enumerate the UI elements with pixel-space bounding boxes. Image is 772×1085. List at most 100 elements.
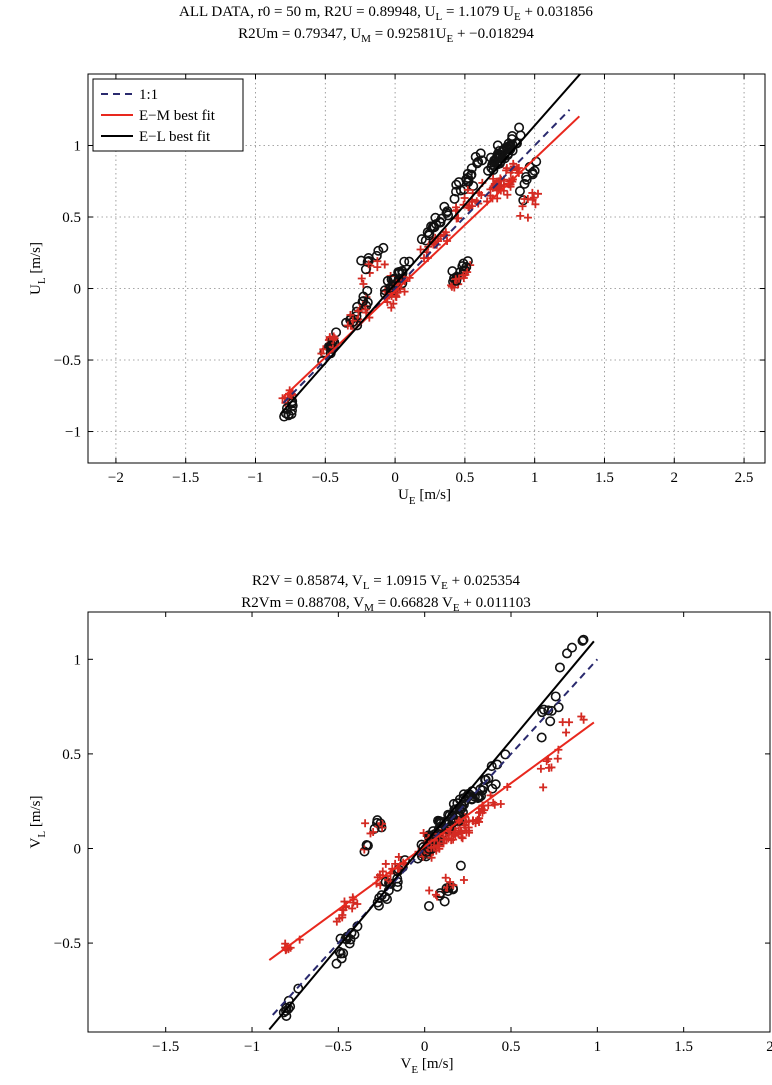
em-data-point	[547, 763, 556, 772]
el-data-point	[453, 815, 464, 826]
el-data-point	[577, 635, 588, 646]
el-data-point	[279, 411, 290, 422]
el-data-point	[466, 163, 477, 174]
el-data-point	[336, 953, 347, 964]
y-tick-label: −0.5	[54, 936, 81, 952]
fit-lines	[268, 640, 599, 1031]
el-best-fit-line	[268, 640, 595, 1031]
x-tick-label: 1.5	[595, 470, 614, 486]
em-data-point	[523, 195, 532, 204]
el-data-point	[543, 705, 554, 716]
el-data-point	[361, 840, 372, 851]
el-data-point	[457, 261, 468, 272]
em-data-point	[330, 334, 339, 343]
em-data-point	[441, 873, 450, 882]
el-data-point	[489, 155, 500, 166]
em-data-point	[433, 841, 442, 850]
el-best-fit-line	[279, 74, 582, 415]
em-data-point	[416, 245, 425, 254]
el-data-point	[441, 207, 452, 218]
em-data-point	[451, 831, 460, 840]
el-data-point	[373, 245, 384, 256]
x-tick-label: 1	[531, 470, 539, 486]
em-data-point	[332, 917, 341, 926]
y-tick-label: 0	[74, 282, 82, 298]
top-chart-title-line2: R2Um = 0.79347, UM = 0.92581UE + −0.0182…	[238, 26, 534, 45]
em-data-point	[354, 307, 363, 316]
em-data-point	[518, 202, 527, 211]
em-data-point	[464, 826, 473, 835]
y-tick-label: −1	[65, 425, 81, 441]
em-data-point	[380, 260, 389, 269]
em-data-point	[539, 783, 548, 792]
fit-lines	[279, 74, 582, 415]
em-data-point	[489, 174, 498, 183]
el-data-point	[449, 193, 460, 204]
em-data-point	[381, 859, 390, 868]
plot-area-frame	[87, 611, 771, 1033]
y-axis-label: VL [m/s]	[28, 796, 48, 849]
x-tick-label: 0.5	[502, 1039, 521, 1055]
em-data-point	[486, 191, 495, 200]
el-data-point	[472, 793, 483, 804]
el-data-point	[567, 642, 578, 653]
em-data-point	[558, 718, 567, 727]
em-data-point	[392, 292, 401, 301]
em-data-point	[493, 194, 502, 203]
x-tick-label: 2.5	[735, 470, 754, 486]
y-tick-label: 0.5	[62, 210, 81, 226]
plot-area-frame	[87, 73, 766, 464]
y-tick-label: 1	[74, 652, 82, 668]
el-data-point	[439, 896, 450, 907]
x-tick-label: −1	[248, 470, 264, 486]
el-data-point	[475, 148, 486, 159]
legend: 1:1 E−M best fit E−L best fit	[92, 78, 244, 152]
el-data-point	[463, 175, 474, 186]
el-data-point	[472, 158, 483, 169]
el-data-point	[494, 158, 505, 169]
legend-entry-label: E−M best fit	[139, 108, 216, 124]
el-data-point	[554, 662, 565, 673]
em-data-point	[427, 853, 436, 862]
el-data-point	[338, 948, 349, 959]
em-data-point	[319, 345, 328, 354]
em-data-point	[528, 188, 537, 197]
em-data-point	[431, 890, 440, 899]
x-tick-label: 0.5	[456, 470, 475, 486]
el-data-point	[378, 242, 389, 253]
em-data-point	[542, 757, 551, 766]
one-to-one-line	[282, 109, 571, 404]
el-data-point	[399, 256, 410, 267]
el-data-point	[562, 648, 573, 659]
x-tick-label: 0	[421, 1039, 429, 1055]
el-data-point	[331, 958, 342, 969]
el-data-point	[514, 186, 525, 197]
x-tick-label: 1	[594, 1039, 602, 1055]
el-data-point	[283, 1003, 294, 1014]
em-data-point	[373, 257, 382, 266]
el-data-point	[389, 273, 400, 284]
y-tick-label: 1	[74, 139, 82, 155]
el-data-point	[283, 410, 294, 421]
em-data-point	[425, 886, 434, 895]
x-tick-label: 1.5	[674, 1039, 693, 1055]
el-data-point	[455, 860, 466, 871]
el-data-point	[550, 691, 561, 702]
y-tick-label: 0.5	[62, 747, 81, 763]
el-data-point	[434, 216, 445, 227]
em-data-point	[357, 274, 366, 283]
em-data-point	[400, 287, 409, 296]
em-data-point	[460, 193, 469, 202]
em-data-point	[389, 299, 398, 308]
em-best-fit-line	[282, 115, 581, 398]
em-data-point	[516, 211, 525, 220]
em-data-point	[562, 728, 571, 737]
em-data-point	[496, 800, 505, 809]
em-data-point	[553, 754, 562, 763]
em-data-point	[468, 817, 477, 826]
x-tick-label: 2	[766, 1039, 772, 1055]
el-data-point	[483, 165, 494, 176]
em-data-point	[343, 321, 352, 330]
el-data-point	[423, 230, 434, 241]
x-axis-label: VE [m/s]	[401, 1056, 454, 1076]
